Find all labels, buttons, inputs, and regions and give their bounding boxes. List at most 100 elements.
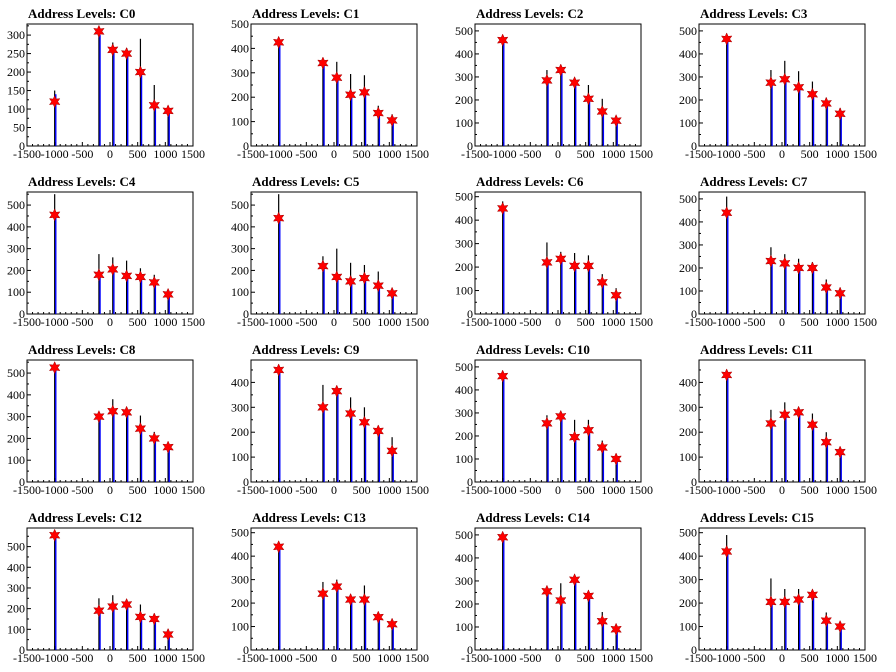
peak-marker: [720, 544, 733, 559]
bar-blue: [561, 258, 563, 314]
bar-black: [363, 407, 366, 482]
bar-black: [391, 621, 393, 650]
y-tick-label: 250: [7, 47, 25, 61]
bar-blue: [575, 83, 577, 146]
x-tick-label: 1500: [181, 483, 205, 497]
peak-marker: [372, 424, 384, 438]
bar-blue: [55, 215, 57, 314]
x-tick-label: -1000: [713, 651, 741, 665]
y-tick-label: 300: [7, 242, 25, 256]
bar-black: [153, 274, 155, 314]
bar-blue: [826, 620, 829, 650]
chart-panel: Address Levels: C0 0 50 100 150 200 250 300 -150…: [7, 6, 205, 161]
bar-black: [798, 589, 800, 650]
y-tick-label: 200: [231, 596, 249, 610]
bar-black: [363, 75, 366, 146]
peak-marker: [107, 43, 119, 57]
chart-panel: Address Levels: C30100200300400500-1500-…: [679, 6, 877, 161]
peak-marker: [834, 286, 846, 300]
peak-marker: [120, 405, 133, 419]
peak-marker: [806, 418, 819, 432]
bar-blue: [561, 72, 563, 146]
bar-blue: [812, 424, 815, 482]
bar-black: [502, 201, 504, 314]
x-tick-label: 500: [577, 483, 595, 497]
x-tick-label: 1000: [601, 483, 625, 497]
chart-panel: Address Levels: C10 0 100 200 300 400 500 -1500…: [455, 342, 653, 497]
bar-black: [350, 74, 352, 146]
bar-blue: [279, 218, 281, 314]
bar-black: [54, 534, 56, 650]
x-tick-label: -1000: [489, 315, 517, 329]
peak-marker: [148, 431, 160, 446]
chart-panel: Address Levels: C40100200300400500-1500-…: [7, 174, 205, 329]
y-tick-label: 100: [679, 450, 697, 464]
bar-black: [839, 108, 841, 146]
x-tick-label: 1500: [853, 315, 877, 329]
bar-blue: [364, 599, 367, 650]
chart-title: Address Levels: C9: [252, 342, 360, 357]
bar-black: [811, 592, 814, 650]
y-tick-label: 0: [691, 139, 697, 153]
bar-blue: [337, 586, 339, 650]
y-tick-label: 0: [691, 475, 697, 489]
y-tick-label: 400: [7, 388, 25, 402]
chart-panel: Address Levels: C11 0 100 200 300 400 -1500 -10…: [679, 342, 877, 497]
bar-blue: [616, 122, 618, 146]
y-tick-label: 400: [231, 375, 249, 389]
bar-blue: [364, 278, 367, 314]
y-tick-label: 300: [231, 573, 249, 587]
bar-blue: [392, 450, 394, 482]
peak-marker: [610, 288, 622, 302]
peak-marker: [779, 595, 791, 609]
x-tick-label: 1500: [181, 315, 205, 329]
y-tick-label: 200: [679, 596, 697, 610]
peak-marker: [317, 259, 329, 273]
x-tick-label: 1000: [377, 483, 401, 497]
bar-black: [139, 268, 142, 314]
peak-marker: [555, 409, 567, 424]
bar-black: [726, 372, 728, 482]
x-tick-label: 1500: [405, 147, 429, 161]
peak-marker: [272, 540, 285, 554]
peak-marker: [120, 46, 133, 61]
chart-panel: Address Levels: C70100200300400500-1500-…: [679, 174, 877, 329]
chart-title: Address Levels: C7: [700, 174, 808, 189]
peak-marker: [806, 87, 819, 101]
bar-blue: [168, 110, 170, 146]
peak-marker: [541, 584, 553, 598]
bar-blue: [140, 428, 143, 483]
bar-black: [825, 279, 827, 314]
x-tick-label: -1000: [265, 315, 293, 329]
x-tick-label: -500: [71, 147, 93, 161]
y-tick-label: 0: [19, 139, 25, 153]
bar-black: [587, 255, 590, 314]
peak-marker: [779, 408, 791, 422]
x-tick-label: 1000: [601, 651, 625, 665]
x-tick-label: -1000: [489, 147, 517, 161]
peak-marker: [386, 286, 398, 300]
bar-black: [167, 107, 169, 146]
peak-marker: [331, 384, 343, 398]
x-tick-label: 1500: [629, 315, 653, 329]
bar-black: [98, 254, 100, 314]
bar-blue: [771, 423, 773, 482]
bar-black: [54, 90, 56, 146]
x-tick-label: 1000: [153, 147, 177, 161]
peak-marker: [765, 595, 777, 609]
bar-black: [546, 242, 548, 314]
bar-black: [601, 612, 603, 650]
y-tick-label: 100: [7, 285, 25, 299]
bar-blue: [323, 407, 325, 482]
peak-marker: [272, 211, 285, 225]
bar-black: [502, 37, 504, 147]
bar-blue: [378, 430, 381, 482]
peak-marker: [834, 107, 846, 121]
bar-blue: [168, 294, 170, 314]
peak-marker: [344, 88, 357, 102]
peak-marker: [596, 614, 608, 628]
x-tick-label: 0: [555, 315, 561, 329]
x-tick-label: -1500: [461, 651, 489, 665]
x-tick-label: -1500: [13, 315, 41, 329]
peak-marker: [372, 279, 384, 293]
